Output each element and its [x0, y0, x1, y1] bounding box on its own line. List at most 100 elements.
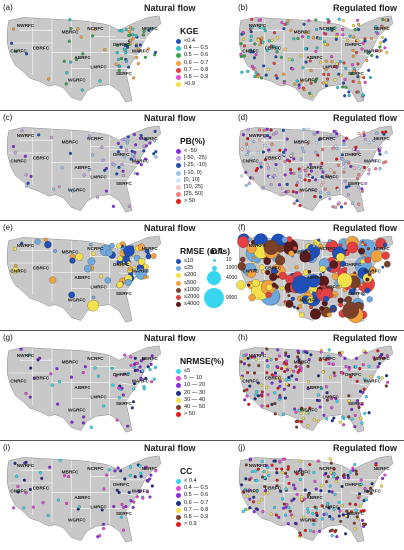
- gauge-station-marker: [274, 255, 286, 266]
- gauge-station-marker: [70, 420, 74, 424]
- gauge-station-marker: [363, 80, 367, 84]
- gauge-station-marker: [91, 34, 95, 38]
- legend-label: < 0.4: [184, 478, 197, 484]
- gauge-station-marker: [282, 506, 286, 510]
- gauge-station-marker: [309, 81, 313, 85]
- gauge-station-marker: [334, 205, 338, 209]
- gauge-station-marker: [325, 480, 329, 484]
- gauge-station-marker: [362, 76, 366, 80]
- gauge-station-marker: [358, 247, 365, 255]
- gauge-station-marker: [308, 274, 312, 278]
- gauge-station-marker: [354, 469, 358, 473]
- gauge-station-marker: [311, 512, 315, 516]
- gauge-station-marker: [246, 371, 250, 375]
- gauge-station-marker: [323, 187, 327, 191]
- gauge-station-marker: [240, 32, 244, 36]
- gauge-station-marker: [349, 164, 353, 169]
- gauge-station-marker: [272, 506, 277, 510]
- gauge-station-marker: [330, 60, 334, 64]
- gauge-station-marker: [270, 463, 274, 467]
- gauge-station-marker: [116, 281, 124, 288]
- gauge-station-marker: [62, 474, 67, 478]
- gauge-station-marker: [275, 36, 279, 40]
- gauge-station-marker: [79, 35, 83, 39]
- gauge-station-marker: [297, 408, 301, 412]
- gauge-station-marker: [138, 490, 142, 494]
- gauge-station-marker: [280, 467, 284, 471]
- gauge-station-marker: [350, 407, 354, 412]
- gauge-station-marker: [354, 365, 358, 369]
- gauge-station-marker: [296, 349, 300, 353]
- rfc-label: NWRFC: [249, 353, 267, 358]
- gauge-station-marker: [337, 514, 341, 518]
- legend-dot: [176, 177, 181, 183]
- rfc-label: NERFC: [374, 466, 391, 471]
- gauge-station-marker: [143, 466, 147, 470]
- gauge-station-marker: [274, 131, 278, 135]
- gauge-station-marker: [272, 459, 276, 463]
- gauge-station-marker: [316, 130, 320, 134]
- rfc-label: MBRFC: [294, 139, 311, 144]
- gauge-station-marker: [304, 60, 308, 64]
- gauge-station-marker: [117, 396, 122, 400]
- gauge-station-marker: [329, 517, 334, 521]
- gauge-station-marker: [314, 188, 318, 193]
- gauge-station-marker: [246, 269, 256, 279]
- rfc-label: MBRFC: [62, 249, 79, 254]
- gauge-station-marker: [284, 351, 288, 355]
- gauge-station-marker: [381, 265, 385, 269]
- gauge-station-marker: [354, 356, 359, 360]
- legend-dot: [176, 156, 181, 162]
- gauge-station-marker: [292, 171, 296, 175]
- gauge-station-marker: [327, 357, 331, 361]
- rfc-label: ABRFC: [74, 165, 91, 170]
- gauge-station-marker: [351, 79, 355, 83]
- legend-dot: [176, 397, 181, 403]
- gauge-station-marker: [135, 172, 140, 176]
- gauge-station-marker: [248, 457, 252, 461]
- gauge-station-marker: [277, 354, 281, 358]
- gauge-station-marker: [294, 190, 299, 195]
- gauge-station-marker: [385, 26, 389, 30]
- gauge-station-marker: [240, 483, 244, 487]
- legend-title: CC: [180, 466, 193, 476]
- da-size-circle: [212, 258, 216, 262]
- gauge-station-marker: [281, 128, 285, 132]
- gauge-station-marker: [257, 18, 261, 22]
- gauge-station-marker: [278, 271, 287, 280]
- legend-item: [-10, 0): [176, 170, 202, 178]
- rfc-label: ABRFC: [306, 275, 323, 280]
- gauge-station-marker: [358, 504, 363, 508]
- gauge-station-marker: [320, 517, 324, 521]
- us-land-shape: [6, 345, 162, 433]
- gauge-station-marker: [123, 43, 127, 47]
- gauge-station-marker: [361, 240, 365, 244]
- gauge-station-marker: [144, 248, 150, 254]
- gauge-station-marker: [328, 515, 332, 519]
- gauge-station-marker: [332, 307, 336, 312]
- gauge-station-marker: [37, 133, 41, 137]
- legend-dot: [176, 412, 181, 418]
- gauge-station-marker: [277, 183, 282, 187]
- gauge-station-marker: [340, 484, 344, 489]
- gauge-station-marker: [109, 242, 115, 249]
- gauge-station-marker: [275, 484, 279, 488]
- gauge-station-marker: [306, 296, 314, 304]
- gauge-station-marker: [103, 168, 107, 172]
- gauge-station-marker: [242, 54, 246, 58]
- gauge-station-marker: [283, 173, 287, 177]
- gauge-station-marker: [322, 512, 326, 516]
- gauge-station-marker: [364, 498, 368, 502]
- gauge-station-marker: [102, 526, 106, 531]
- gauge-station-marker: [342, 161, 346, 165]
- gauge-station-marker: [278, 153, 282, 157]
- gauge-station-marker: [306, 387, 310, 391]
- gauge-station-marker: [264, 463, 268, 467]
- gauge-station-marker: [248, 497, 252, 501]
- legend-dot: [176, 266, 181, 272]
- gauge-station-marker: [369, 266, 377, 274]
- gauge-station-marker: [87, 257, 96, 266]
